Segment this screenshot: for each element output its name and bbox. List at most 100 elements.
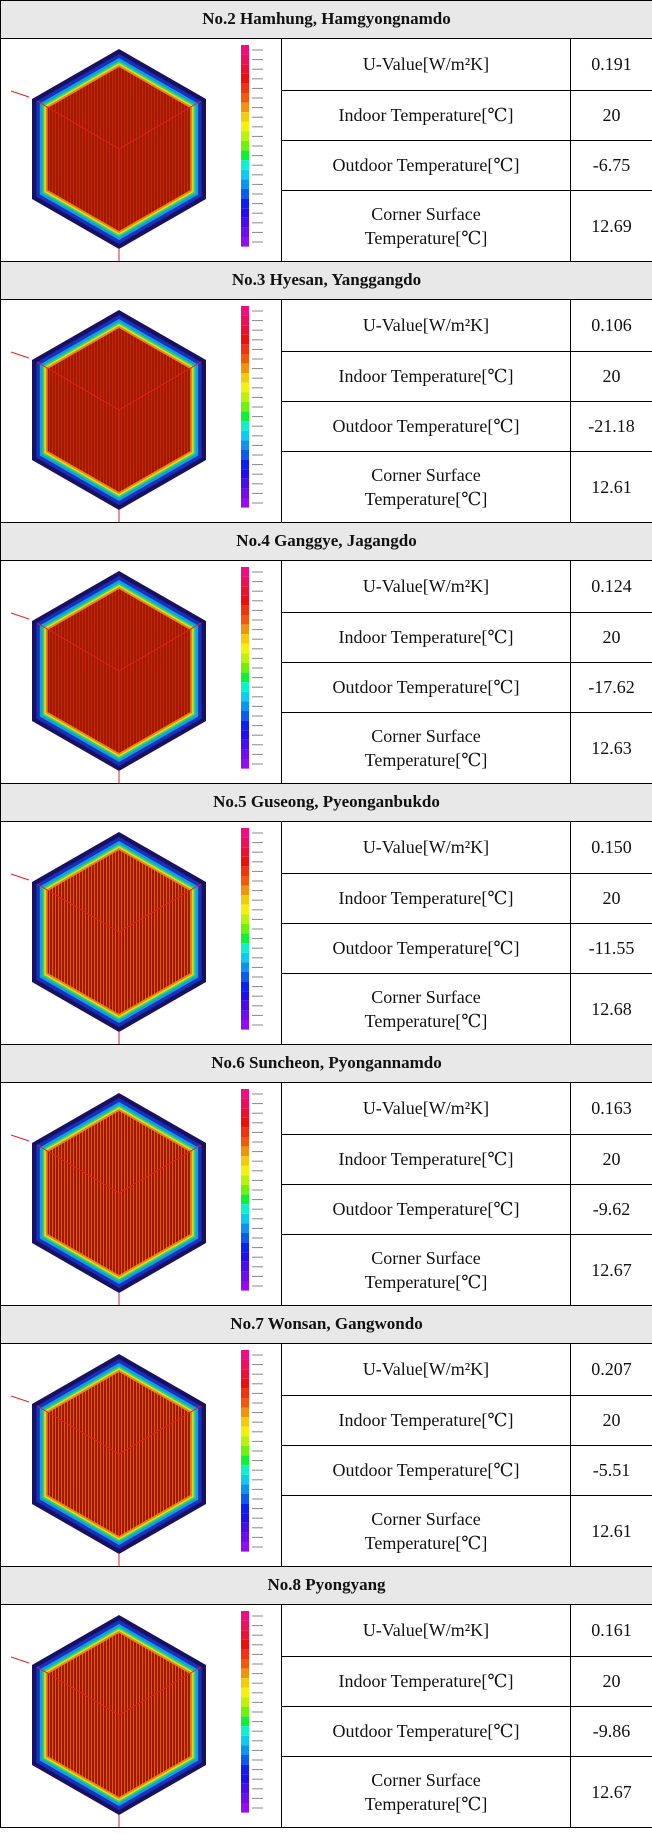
- row-value: 20: [571, 352, 652, 402]
- row-value: 12.68: [571, 974, 652, 1045]
- legend-swatch: [241, 1427, 249, 1437]
- legend-swatch: [241, 364, 249, 374]
- legend-swatch: [241, 1262, 249, 1272]
- legend-swatch: [241, 1360, 249, 1370]
- data-row: U-Value[W/m²K]0.124: [1, 561, 652, 613]
- legend-swatch: [241, 1001, 249, 1011]
- axis-line: [11, 1135, 29, 1141]
- legend-swatch: [241, 1223, 249, 1233]
- legend-swatch: [241, 740, 249, 750]
- simulation-image: [1, 1605, 282, 1828]
- legend-swatch: [241, 1669, 249, 1679]
- row-value: 0.191: [571, 39, 652, 91]
- legend-swatch: [241, 605, 249, 615]
- legend-swatch: [241, 701, 249, 711]
- legend-swatch: [241, 141, 249, 151]
- legend-swatch: [241, 1630, 249, 1640]
- row-value: -17.62: [571, 663, 652, 713]
- legend-swatch: [241, 1436, 249, 1446]
- row-label: U-Value[W/m²K]: [282, 822, 571, 874]
- legend-swatch: [241, 711, 249, 721]
- legend-swatch: [241, 749, 249, 759]
- row-value: 20: [571, 1657, 652, 1707]
- simulation-image: [1, 1083, 282, 1306]
- simulation-image: [1, 39, 282, 262]
- row-value: -11.55: [571, 924, 652, 974]
- legend-swatch: [241, 170, 249, 180]
- legend-swatch: [241, 479, 249, 489]
- section-header-row: No.3 Hyesan, Yanggangdo: [1, 262, 652, 300]
- legend-swatch: [241, 1195, 249, 1205]
- legend-swatch: [241, 1697, 249, 1707]
- row-value: -9.62: [571, 1185, 652, 1235]
- row-value: 12.61: [571, 1496, 652, 1567]
- legend-swatch: [241, 179, 249, 189]
- legend-swatch: [241, 316, 249, 326]
- legend-swatch: [241, 1233, 249, 1243]
- row-label: Indoor Temperature[℃]: [282, 352, 571, 402]
- row-label: Outdoor Temperature[℃]: [282, 1185, 571, 1235]
- legend-swatch: [241, 55, 249, 65]
- legend-swatch: [241, 682, 249, 692]
- thermal-figure: [1, 1605, 280, 1827]
- row-label: Outdoor Temperature[℃]: [282, 141, 571, 191]
- legend-swatch: [241, 730, 249, 740]
- legend-swatch: [241, 567, 249, 577]
- legend-swatch: [241, 615, 249, 625]
- row-label: Corner Surface Temperature[℃]: [282, 713, 571, 784]
- legend-swatch: [241, 1678, 249, 1688]
- legend-swatch: [241, 1745, 249, 1755]
- legend-swatch: [241, 1717, 249, 1727]
- row-label: U-Value[W/m²K]: [282, 39, 571, 91]
- row-value: 20: [571, 1135, 652, 1185]
- row-label: U-Value[W/m²K]: [282, 1344, 571, 1396]
- legend-swatch: [241, 1475, 249, 1485]
- legend-swatch: [241, 634, 249, 644]
- legend-swatch: [241, 1755, 249, 1765]
- row-value: -9.86: [571, 1707, 652, 1757]
- row-value: 12.69: [571, 191, 652, 262]
- legend-swatch: [241, 1494, 249, 1504]
- row-value: 0.163: [571, 1083, 652, 1135]
- row-value: 0.124: [571, 561, 652, 613]
- legend-swatch: [241, 1688, 249, 1698]
- legend-swatch: [241, 1271, 249, 1281]
- legend-swatch: [241, 199, 249, 209]
- section-title: No.2 Hamhung, Hamgyongnamdo: [1, 1, 652, 39]
- legend-swatch: [241, 1243, 249, 1253]
- row-value: 0.161: [571, 1605, 652, 1657]
- legend-swatch: [241, 1369, 249, 1379]
- section-header-row: No.5 Guseong, Pyeonganbukdo: [1, 784, 652, 822]
- legend-swatch: [241, 895, 249, 905]
- simulation-image: [1, 1344, 282, 1567]
- legend-swatch: [241, 421, 249, 431]
- section-title: No.6 Suncheon, Pyongannamdo: [1, 1045, 652, 1083]
- thermal-figure: [1, 1083, 280, 1305]
- axis-line: [11, 613, 29, 619]
- data-row: U-Value[W/m²K]0.106: [1, 300, 652, 352]
- row-value: 20: [571, 91, 652, 141]
- legend-swatch: [241, 1010, 249, 1020]
- legend-swatch: [241, 1398, 249, 1408]
- row-value: 20: [571, 874, 652, 924]
- row-label: Outdoor Temperature[℃]: [282, 1446, 571, 1496]
- legend-swatch: [241, 103, 249, 113]
- legend-swatch: [241, 905, 249, 915]
- row-value: 12.67: [571, 1235, 652, 1306]
- legend-swatch: [241, 64, 249, 74]
- legend-swatch: [241, 1166, 249, 1176]
- thermal-figure: [1, 822, 280, 1044]
- legend-swatch: [241, 335, 249, 345]
- legend-swatch: [241, 1649, 249, 1659]
- legend-swatch: [241, 1118, 249, 1128]
- legend-swatch: [241, 1726, 249, 1736]
- simulation-image: [1, 822, 282, 1045]
- legend-swatch: [241, 74, 249, 84]
- data-row: U-Value[W/m²K]0.150: [1, 822, 652, 874]
- legend-swatch: [241, 373, 249, 383]
- legend-swatch: [241, 450, 249, 460]
- row-value: 12.63: [571, 713, 652, 784]
- legend-swatch: [241, 1417, 249, 1427]
- legend-swatch: [241, 402, 249, 412]
- legend-swatch: [241, 596, 249, 606]
